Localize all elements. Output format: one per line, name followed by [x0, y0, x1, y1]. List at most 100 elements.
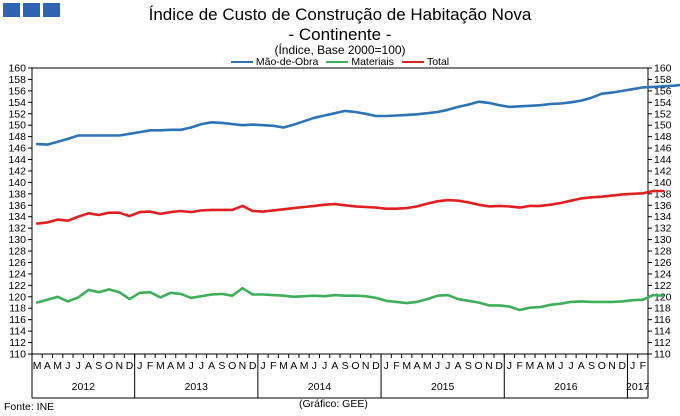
chart-subtitle: (Índice, Base 2000=100): [274, 43, 406, 57]
data-point-materiais: [87, 289, 90, 291]
y-tick-label-right: 132: [654, 223, 672, 235]
x-tick-label: M: [176, 360, 185, 372]
data-point-materiais: [611, 301, 613, 303]
x-tick-label: A: [44, 360, 51, 372]
y-tick-label-right: 122: [654, 280, 672, 292]
data-point-mao-de-obra: [323, 114, 326, 117]
data-point-mao-de-obra: [416, 113, 418, 116]
data-point-materiais: [416, 301, 418, 303]
data-point-total: [128, 215, 131, 218]
data-point-materiais: [529, 306, 531, 309]
data-point-materiais: [77, 296, 80, 299]
x-tick-label: J: [260, 360, 265, 372]
y-tick-label-right: 148: [654, 131, 672, 143]
data-point-materiais: [405, 302, 408, 304]
y-tick-label-right: 136: [654, 200, 672, 212]
data-point-materiais: [488, 304, 490, 307]
y-tick-label-right: 160: [654, 63, 672, 75]
data-point-mao-de-obra: [405, 114, 408, 116]
data-point-total: [262, 210, 264, 213]
data-point-materiais: [97, 291, 100, 294]
data-point-mao-de-obra: [231, 123, 234, 125]
x-tick-label: J: [384, 360, 389, 372]
data-point-mao-de-obra: [621, 90, 624, 92]
x-tick-label: N: [485, 360, 493, 372]
x-tick-label: A: [208, 360, 215, 372]
data-point-mao-de-obra: [36, 143, 38, 146]
year-label: 2012: [72, 381, 96, 393]
x-tick-label: J: [568, 360, 573, 372]
data-point-total: [518, 206, 521, 209]
x-tick-label: O: [228, 360, 236, 372]
y-tick-label-left: 156: [8, 85, 26, 97]
data-point-total: [600, 195, 603, 198]
data-point-materiais: [518, 309, 521, 311]
data-point-materiais: [436, 294, 439, 297]
data-point-materiais: [221, 293, 223, 295]
y-tick-label-left: 158: [8, 74, 26, 86]
x-tick-label: A: [331, 360, 338, 372]
y-tick-label-right: 140: [654, 177, 672, 189]
data-point-materiais: [498, 304, 500, 307]
data-point-mao-de-obra: [241, 124, 244, 127]
y-tick-label-left: 132: [8, 223, 26, 235]
x-tick-label: F: [640, 360, 646, 372]
data-point-materiais: [426, 298, 429, 300]
data-point-mao-de-obra: [180, 128, 182, 131]
data-point-total: [590, 196, 593, 199]
data-point-mao-de-obra: [169, 128, 172, 131]
x-tick-label: J: [507, 360, 512, 372]
y-tick-label-right: 156: [654, 85, 672, 97]
data-point-mao-de-obra: [457, 106, 459, 108]
x-tick-label: M: [423, 360, 432, 372]
x-tick-label: M: [156, 360, 165, 372]
y-tick-label-left: 150: [8, 120, 26, 132]
data-point-materiais: [292, 295, 295, 298]
y-tick-label-right: 144: [654, 154, 672, 166]
data-point-materiais: [128, 298, 131, 300]
data-point-total: [405, 207, 408, 210]
data-point-materiais: [231, 294, 234, 297]
legend-item-total: Total: [401, 56, 450, 68]
data-point-mao-de-obra: [477, 100, 480, 103]
data-point-mao-de-obra: [446, 108, 449, 111]
data-point-mao-de-obra: [436, 111, 439, 113]
data-point-mao-de-obra: [292, 123, 295, 126]
series-line-total: [35, 189, 665, 225]
data-point-total: [426, 202, 429, 205]
y-tick-label-left: 134: [8, 211, 26, 223]
x-tick-label: A: [413, 360, 420, 372]
legend-label: Materiais: [351, 56, 394, 68]
data-point-materiais: [631, 299, 634, 302]
data-point-materiais: [508, 305, 511, 308]
data-point-materiais: [67, 300, 69, 303]
data-point-total: [334, 203, 336, 206]
y-tick-label-left: 144: [8, 154, 26, 166]
x-tick-label: J: [558, 360, 563, 372]
data-point-mao-de-obra: [631, 88, 634, 91]
data-point-total: [36, 222, 38, 225]
x-tick-label: J: [189, 360, 194, 372]
data-point-materiais: [149, 291, 152, 294]
data-point-mao-de-obra: [518, 105, 521, 108]
data-point-materiais: [364, 295, 367, 298]
x-tick-label: A: [167, 360, 174, 372]
y-tick-label-left: 130: [8, 234, 26, 246]
data-point-total: [77, 215, 80, 218]
data-point-total: [272, 209, 275, 212]
data-point-total: [395, 207, 398, 210]
data-point-total: [375, 206, 377, 209]
legend-label: Total: [426, 56, 450, 68]
data-point-materiais: [570, 301, 572, 303]
y-tick-label-right: 134: [654, 211, 672, 223]
data-point-mao-de-obra: [221, 122, 223, 124]
data-point-mao-de-obra: [570, 101, 572, 104]
data-point-materiais: [375, 297, 377, 299]
y-tick-label-right: 130: [654, 234, 672, 246]
x-tick-label: M: [279, 360, 288, 372]
data-point-total: [159, 213, 162, 215]
data-point-materiais: [549, 303, 552, 306]
data-point-materiais: [344, 294, 346, 297]
legend-swatch-materiais: [326, 61, 349, 63]
x-tick-label: J: [630, 360, 635, 372]
